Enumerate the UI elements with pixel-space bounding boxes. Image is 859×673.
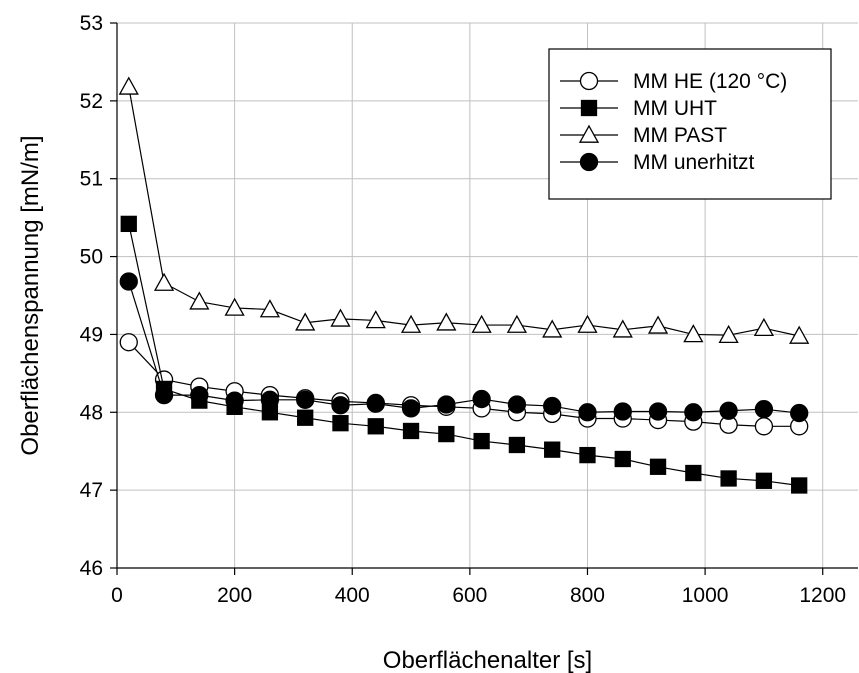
data-point (579, 446, 596, 464)
data-point (153, 272, 175, 291)
y-tick-label: 53 (80, 12, 103, 35)
data-point (578, 403, 597, 422)
legend-label: MM PAST (633, 124, 727, 147)
series-3 (119, 272, 809, 423)
data-point (295, 312, 316, 331)
data-point (437, 395, 456, 414)
data-point (613, 402, 632, 421)
legend-label: MM HE (120 °C) (633, 70, 787, 93)
data-point (401, 399, 421, 418)
data-point (649, 458, 667, 475)
y-tick-label: 52 (80, 90, 103, 113)
x-tick-label: 1000 (682, 584, 729, 607)
legend-label: MM unerhitzt (633, 151, 755, 174)
data-point (118, 76, 139, 95)
x-tick-label: 1200 (799, 584, 846, 607)
data-point (544, 441, 561, 458)
series-0 (119, 333, 809, 436)
data-point (330, 308, 351, 327)
data-point (685, 464, 702, 482)
data-point (224, 297, 245, 316)
x-axis-title: Oberflächenalter [s] (383, 647, 592, 673)
data-point (225, 391, 244, 410)
data-point (719, 401, 738, 420)
data-point (259, 299, 281, 318)
data-point (612, 319, 633, 338)
legend-item: MM unerhitzt (560, 151, 755, 174)
y-tick-label: 50 (80, 246, 103, 269)
series-line (128, 223, 800, 487)
data-point (365, 310, 386, 329)
data-point (577, 314, 598, 333)
data-point (332, 415, 349, 432)
x-tick-label: 400 (335, 584, 370, 607)
data-point (647, 315, 669, 334)
data-point (331, 396, 350, 415)
data-point (438, 425, 455, 443)
x-tick-label: 800 (570, 584, 605, 607)
axes: 0 200 400 600 800 1000 1200 46 47 48 49 50 51 52 53 (80, 12, 858, 607)
data-point (507, 395, 527, 414)
legend-item: MM UHT (560, 97, 717, 120)
data-point (473, 432, 490, 450)
data-point (791, 477, 808, 494)
legend-marker (580, 99, 598, 117)
data-point (790, 403, 809, 423)
data-point (755, 472, 773, 489)
data-point (119, 272, 138, 291)
y-axis-title: Oberflächenspannung [mN/m] (17, 135, 44, 455)
y-tick-label: 47 (80, 479, 103, 502)
data-point (154, 386, 174, 405)
y-tick-label: 46 (80, 557, 103, 580)
data-point (789, 325, 810, 344)
data-point (400, 314, 422, 333)
legend-marker (579, 71, 599, 91)
data-point (542, 319, 563, 338)
data-point (367, 418, 384, 435)
data-point (648, 402, 668, 421)
data-point (684, 403, 703, 422)
series-2 (118, 76, 810, 344)
data-point (753, 317, 775, 337)
series-1 (120, 215, 808, 494)
data-point (754, 417, 774, 436)
data-point (296, 390, 315, 409)
y-tick-label: 51 (80, 168, 103, 191)
data-series (118, 76, 810, 494)
data-point (754, 400, 774, 419)
y-tick-label: 49 (80, 323, 103, 346)
data-point (614, 450, 631, 468)
data-point (436, 312, 457, 331)
x-tick-label: 0 (111, 584, 123, 607)
data-point (120, 215, 137, 233)
x-tick-label: 600 (452, 584, 487, 607)
x-tick-label: 200 (217, 584, 252, 607)
data-point (119, 333, 138, 352)
data-point (297, 409, 314, 426)
legend: MM HE (120 °C) MM UHT MM PAST MM unerhitzt (548, 48, 832, 200)
data-point (190, 386, 209, 405)
data-point (189, 291, 210, 310)
legend-label: MM UHT (633, 97, 717, 120)
data-point (718, 324, 739, 344)
legend-item: MM HE (120 °C) (560, 70, 787, 93)
data-point (471, 314, 492, 333)
data-point (720, 470, 737, 487)
data-point (472, 389, 491, 409)
legend-item: MM PAST (560, 124, 727, 147)
legend-box (548, 48, 832, 200)
data-point (402, 422, 420, 440)
data-point (543, 396, 562, 416)
data-point (508, 436, 526, 454)
data-point (260, 390, 280, 409)
legend-marker (578, 124, 600, 143)
data-point (366, 394, 385, 413)
data-point (506, 314, 528, 333)
legend-marker (579, 152, 599, 172)
data-point (683, 324, 704, 343)
y-tick-label: 48 (80, 401, 103, 424)
